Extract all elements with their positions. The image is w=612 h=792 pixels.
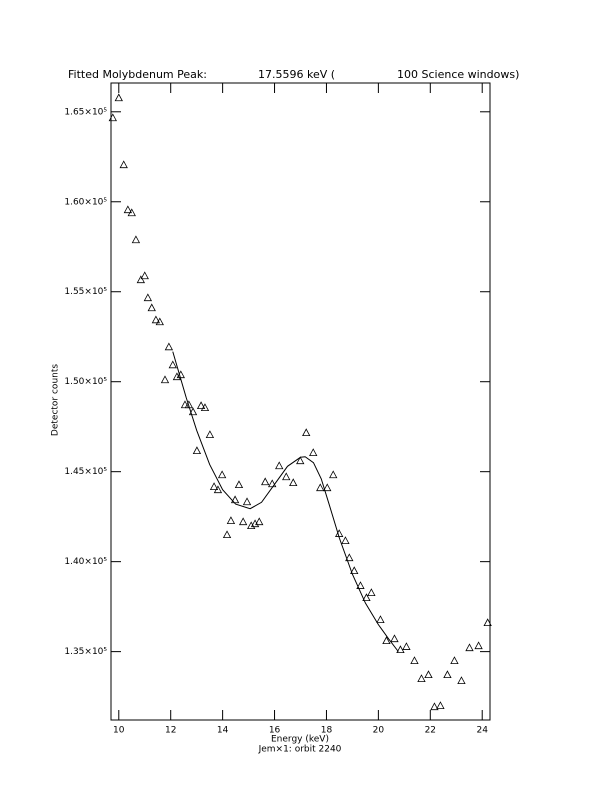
data-point bbox=[465, 643, 474, 652]
data-point bbox=[430, 702, 439, 711]
data-point bbox=[302, 428, 311, 437]
data-point bbox=[417, 674, 426, 683]
x-axis-sublabel: Jem×1: orbit 2240 bbox=[258, 745, 342, 755]
x-tick-label: 10 bbox=[113, 726, 125, 736]
data-point bbox=[341, 536, 350, 544]
data-point bbox=[410, 656, 419, 665]
data-point bbox=[131, 235, 141, 244]
data-point bbox=[172, 372, 182, 381]
y-tick-label: 1.55×10⁵ bbox=[64, 287, 107, 297]
data-point bbox=[222, 530, 232, 539]
x-tick-label: 14 bbox=[217, 726, 229, 736]
data-point bbox=[255, 517, 264, 526]
data-point bbox=[205, 430, 215, 439]
data-point bbox=[275, 461, 284, 470]
y-tick-label: 1.50×10⁵ bbox=[64, 377, 107, 387]
data-point bbox=[376, 615, 385, 623]
y-axis-label: Detector counts bbox=[51, 364, 61, 436]
data-point bbox=[367, 588, 376, 596]
data-point bbox=[108, 113, 117, 122]
data-point bbox=[151, 315, 161, 324]
data-point bbox=[356, 581, 365, 589]
y-tick-label: 1.40×10⁵ bbox=[64, 557, 107, 567]
x-tick-label: 18 bbox=[321, 726, 333, 736]
y-tick-label: 1.45×10⁵ bbox=[64, 467, 107, 477]
data-point bbox=[450, 656, 459, 665]
data-point bbox=[474, 641, 483, 650]
data-point bbox=[362, 593, 371, 602]
fit-line bbox=[172, 351, 399, 652]
chart-title: 100 Science windows) bbox=[397, 68, 519, 81]
data-point bbox=[261, 477, 270, 486]
data-point bbox=[119, 160, 128, 169]
data-point bbox=[213, 485, 223, 494]
data-point bbox=[184, 400, 194, 409]
data-point bbox=[396, 645, 405, 654]
data-point bbox=[217, 470, 227, 479]
data-point bbox=[238, 517, 248, 526]
data-point bbox=[350, 566, 359, 575]
data-point bbox=[424, 670, 433, 679]
x-tick-label: 24 bbox=[476, 726, 488, 736]
data-point bbox=[164, 342, 174, 351]
chart-title: Fitted Molybdenum Peak: bbox=[68, 68, 207, 81]
data-point bbox=[226, 516, 236, 525]
data-point bbox=[345, 553, 354, 562]
data-point bbox=[140, 271, 149, 280]
data-point bbox=[168, 360, 177, 369]
data-point bbox=[188, 407, 198, 416]
x-tick-label: 12 bbox=[165, 726, 176, 736]
data-point bbox=[200, 403, 210, 412]
data-point bbox=[160, 375, 170, 384]
x-tick-label: 16 bbox=[269, 726, 281, 736]
data-point bbox=[247, 521, 256, 530]
plot-frame bbox=[110, 82, 491, 721]
chart-title: 17.5596 keV ( bbox=[258, 68, 335, 81]
data-point bbox=[127, 208, 136, 217]
data-point bbox=[309, 448, 318, 457]
data-point bbox=[192, 446, 202, 455]
x-tick-label: 22 bbox=[425, 726, 436, 736]
data-point bbox=[136, 275, 146, 284]
data-point bbox=[230, 495, 240, 504]
data-point bbox=[114, 93, 123, 102]
data-point bbox=[196, 401, 206, 410]
data-point bbox=[155, 317, 164, 326]
x-axis-label: Energy (keV) bbox=[271, 735, 329, 745]
data-point bbox=[329, 470, 338, 479]
data-point bbox=[143, 293, 153, 302]
data-point bbox=[382, 636, 391, 645]
data-point bbox=[390, 634, 399, 643]
data-point bbox=[242, 497, 252, 506]
data-point bbox=[234, 480, 244, 489]
data-point bbox=[123, 205, 133, 214]
data-point bbox=[436, 701, 445, 710]
y-tick-label: 1.35×10⁵ bbox=[64, 647, 107, 657]
data-point bbox=[209, 482, 219, 491]
data-point bbox=[289, 478, 298, 487]
data-point bbox=[483, 618, 492, 627]
data-point bbox=[457, 676, 466, 684]
data-point bbox=[282, 472, 291, 481]
data-point bbox=[296, 456, 305, 465]
y-tick-label: 1.65×10⁵ bbox=[64, 107, 107, 117]
data-point bbox=[443, 670, 452, 679]
data-point bbox=[316, 483, 325, 492]
data-point bbox=[323, 483, 332, 492]
x-tick-label: 20 bbox=[373, 726, 385, 736]
data-point bbox=[147, 303, 156, 312]
data-point bbox=[402, 642, 411, 650]
y-tick-label: 1.60×10⁵ bbox=[64, 197, 107, 207]
